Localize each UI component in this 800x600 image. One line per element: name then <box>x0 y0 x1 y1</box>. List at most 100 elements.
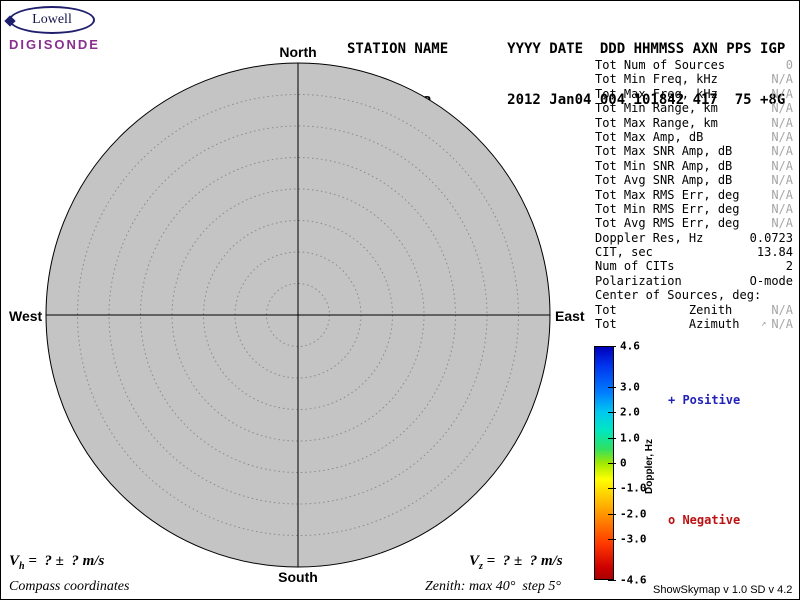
stat-label: Tot Max RMS Err, deg <box>595 187 740 202</box>
vz-readout: Vz = ? ± ? m/s <box>469 553 563 572</box>
stat-value: 0 <box>785 58 793 72</box>
vh-subscript: h <box>19 561 25 572</box>
stat-row: Doppler Res, Hz 0.0723 <box>595 231 793 245</box>
colorbar-tick-label: -2.0 <box>620 507 647 521</box>
lowell-logo: Lowell DIGISONDE <box>4 6 100 52</box>
stat-value: N/A <box>771 144 793 159</box>
stat-value: 13.84 <box>756 245 793 260</box>
compass-label-west: West <box>9 308 43 324</box>
stat-value: N/A <box>771 101 793 116</box>
compass-label-south: South <box>278 569 318 585</box>
stat-row: Tot Min RMS Err, deg N/A <box>595 202 793 216</box>
stat-row: Tot Max Amp, dB N/A <box>595 130 793 144</box>
stat-row: Tot Avg RMS Err, deg N/A <box>595 216 793 230</box>
stat-value: N/A <box>771 216 793 231</box>
stat-row: Tot Avg SNR Amp, dB N/A <box>595 173 793 187</box>
stat-label: Polarization <box>595 273 682 288</box>
colorbar-tick-mark <box>608 488 616 490</box>
stats-panel: Tot Num of Sources 0 Tot Min Freq, kHz N… <box>595 58 793 331</box>
colorbar-tick-label: -1.0 <box>620 481 647 495</box>
stat-value: N/A <box>771 173 793 188</box>
colorbar-tick-mark <box>608 437 616 439</box>
stat-value: N/A <box>771 201 793 216</box>
stat-label: Tot Max Amp, dB <box>595 129 704 144</box>
stat-value: N/A <box>771 115 793 130</box>
stat-label: Tot Zenith <box>595 302 733 317</box>
colorbar-tick-mark <box>608 346 616 347</box>
stat-row: Tot Min Freq, kHz N/A <box>595 72 793 86</box>
stat-row: Tot Max RMS Err, deg N/A <box>595 188 793 202</box>
stat-value: O-mode <box>749 273 793 288</box>
stat-row: Polarization O-mode <box>595 274 793 288</box>
stat-value: N/A <box>771 129 793 144</box>
stat-label: Tot Num of Sources <box>595 58 726 72</box>
digisonde-logo-text: DIGISONDE <box>9 37 100 52</box>
stat-row: Tot Max Freq, kHz N/A <box>595 87 793 101</box>
stat-row: Num of CITs 2 <box>595 259 793 273</box>
stat-row: Center of Sources, deg: <box>595 288 793 302</box>
stat-row: Tot Azimuth ↗ N/A <box>595 317 793 331</box>
lowell-logo-text: Lowell <box>32 12 72 27</box>
stat-row: Tot Num of Sources 0 <box>595 58 793 72</box>
station-header: STATION NAME YYYY DATE DDD HHMMSS AXN PP… <box>347 7 785 143</box>
stat-label: Tot Min RMS Err, deg <box>595 201 740 216</box>
stat-value: N/A <box>771 72 793 87</box>
stat-label: CIT, sec <box>595 245 653 260</box>
colorbar-tick-label: 1.0 <box>620 431 640 445</box>
colorbar-tick-mark <box>608 463 616 464</box>
stat-label: Doppler Res, Hz <box>595 230 704 245</box>
colorbar-tick-mark <box>608 513 616 515</box>
negative-marker-icon: o <box>668 513 676 527</box>
colorbar-ticks: 4.6 3.0 2.0 1.0 0 -1.0 -2.0 -3.0 -4.6 <box>594 340 664 587</box>
skymap-plot <box>45 62 551 568</box>
colorbar-tick-label: 0 <box>620 456 627 470</box>
stat-value: N/A <box>771 158 793 173</box>
positive-marker-icon: + <box>668 393 676 407</box>
stat-value: N/A <box>771 86 793 101</box>
legend-negative-label: Negative <box>675 513 741 527</box>
vh-value: = ? ± ? m/s <box>24 553 105 569</box>
colorbar-tick-label: -3.0 <box>620 532 647 546</box>
colorbar-tick-mark <box>608 386 616 388</box>
stat-row: CIT, sec 13.84 <box>595 245 793 259</box>
stat-value: 0.0723 <box>749 230 793 245</box>
colorbar-tick-label: 4.6 <box>620 339 640 353</box>
stat-label: Tot Avg SNR Amp, dB <box>595 173 733 188</box>
lowell-logo-oval: Lowell <box>4 6 95 34</box>
stat-label: Center of Sources, deg: <box>595 288 762 303</box>
version-label: ShowSkymap v 1.0 SD v 4.2 <box>653 584 793 596</box>
stat-row: Tot Zenith N/A <box>595 303 793 317</box>
logo-diamond-icon <box>4 15 16 27</box>
stat-value: 2 <box>785 259 793 274</box>
stat-row: Tot Max Range, km N/A <box>595 116 793 130</box>
stat-label: Tot Min SNR Amp, dB <box>595 158 733 173</box>
stat-label: Tot Azimuth <box>595 317 740 332</box>
stat-label: Tot Min Freq, kHz <box>595 72 718 87</box>
stat-row: Tot Max SNR Amp, dB N/A <box>595 144 793 158</box>
stat-row: Tot Min Range, km N/A <box>595 101 793 115</box>
vz-value: = ? ± ? m/s <box>482 553 563 569</box>
header-columns-line: STATION NAME YYYY DATE DDD HHMMSS AXN PP… <box>347 41 786 57</box>
stat-label: Tot Max SNR Amp, dB <box>595 144 733 159</box>
stat-label: Tot Avg RMS Err, deg <box>595 216 740 231</box>
vh-symbol: V <box>9 553 20 569</box>
azimuth-arrow-icon: ↗ <box>760 319 767 330</box>
coordinates-note: Compass coordinates <box>9 579 130 594</box>
vh-readout: Vh = ? ± ? m/s <box>9 553 104 572</box>
stat-value: N/A <box>771 302 793 317</box>
colorbar-tick-mark <box>608 412 616 414</box>
compass-label-east: East <box>555 308 585 324</box>
legend-negative: o Negative <box>668 513 740 527</box>
colorbar-tick-mark <box>608 539 616 541</box>
stat-label: Num of CITs <box>595 259 675 274</box>
stat-value: N/A <box>771 317 793 332</box>
stat-label: Tot Min Range, km <box>595 101 718 116</box>
compass-label-north: North <box>279 44 317 60</box>
legend-positive: + Positive <box>668 393 740 407</box>
colorbar-tick-label: -4.6 <box>620 573 647 587</box>
colorbar-tick-mark <box>608 580 616 581</box>
vz-subscript: z <box>479 561 483 572</box>
stat-row: Tot Min SNR Amp, dB N/A <box>595 159 793 173</box>
stat-label: Tot Max Range, km <box>595 115 718 130</box>
